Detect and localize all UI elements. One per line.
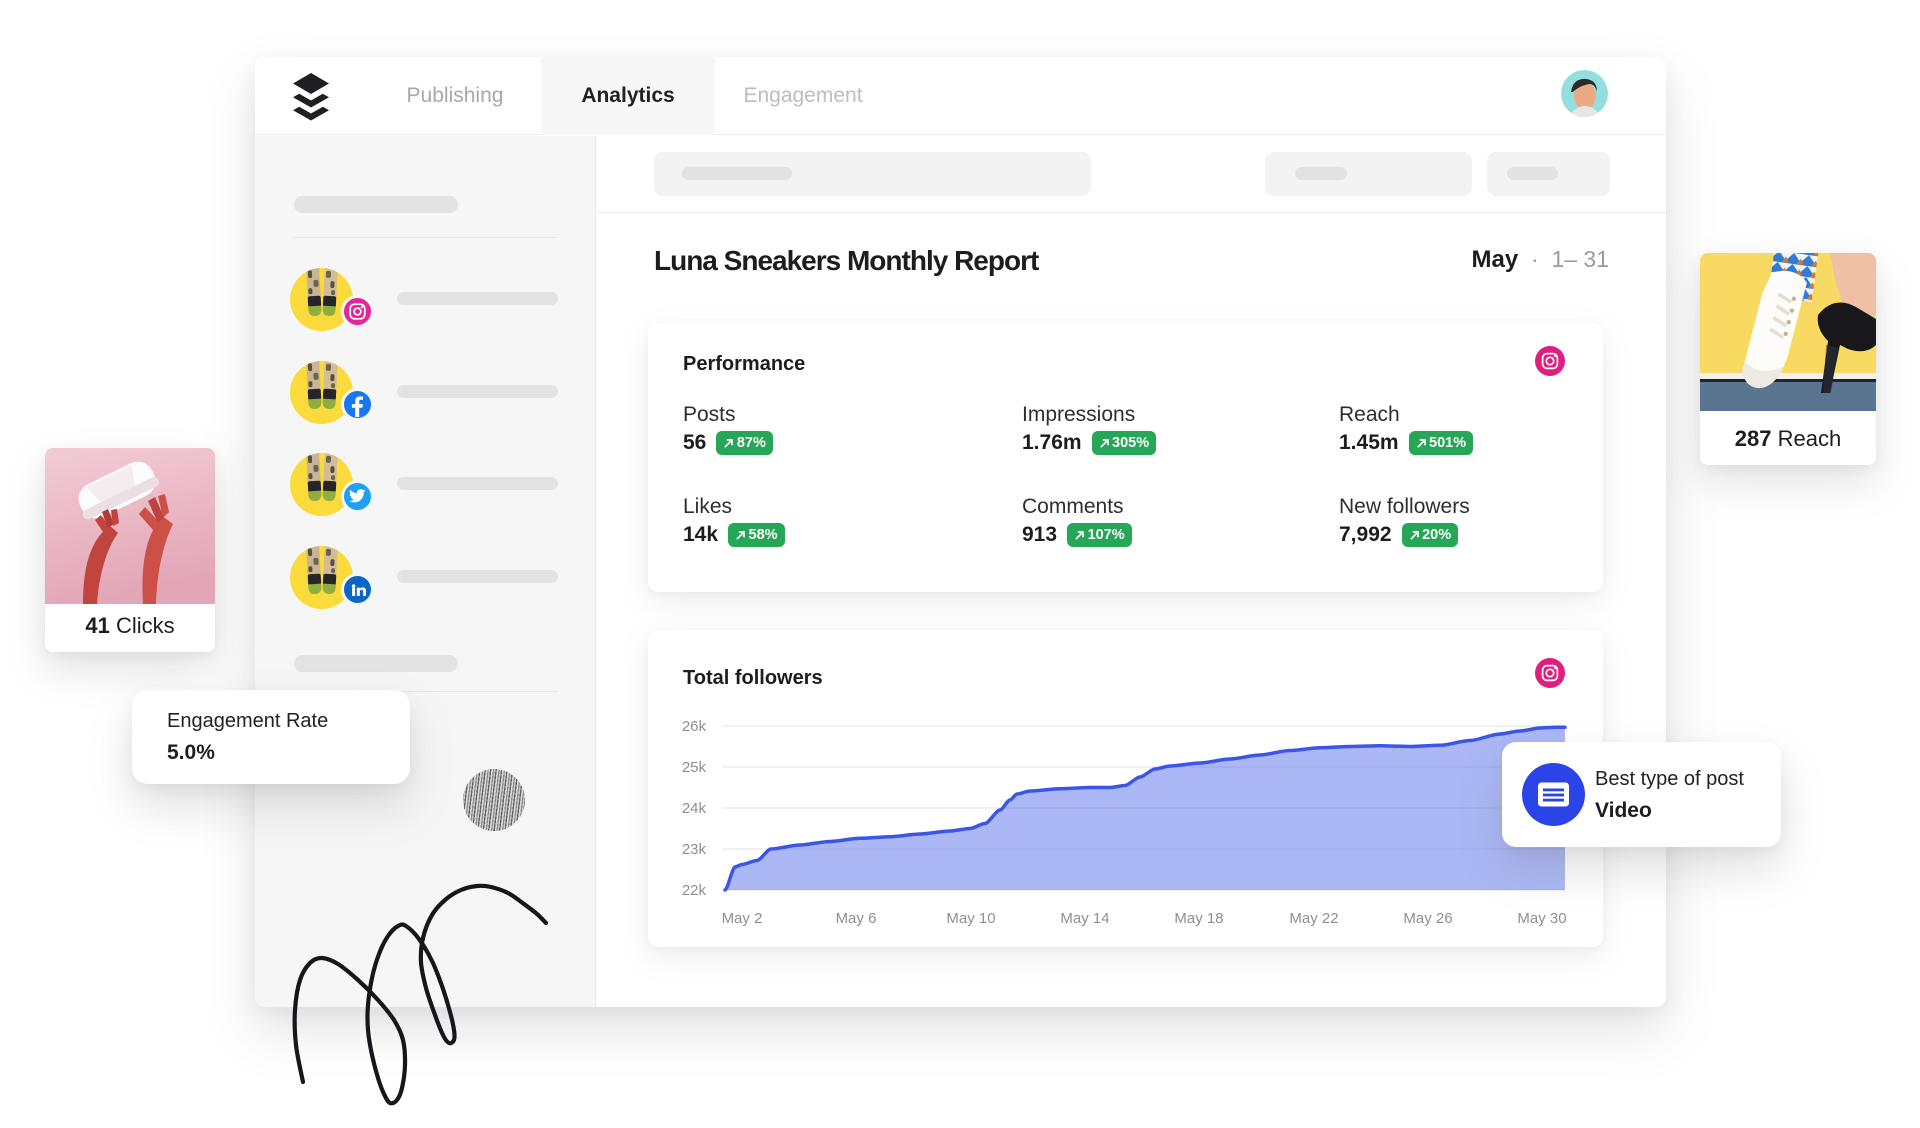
svg-text:May 6: May 6 <box>836 910 877 927</box>
svg-text:May 14: May 14 <box>1060 910 1109 927</box>
svg-text:May 2: May 2 <box>722 910 763 927</box>
svg-text:23k: 23k <box>682 841 707 858</box>
svg-text:May 18: May 18 <box>1174 910 1223 927</box>
svg-text:May 10: May 10 <box>946 910 995 927</box>
svg-text:May 22: May 22 <box>1289 910 1338 927</box>
svg-text:May 26: May 26 <box>1403 910 1452 927</box>
svg-text:May 30: May 30 <box>1517 910 1566 927</box>
svg-text:22k: 22k <box>682 882 707 899</box>
svg-text:25k: 25k <box>682 759 707 776</box>
svg-text:26k: 26k <box>682 718 707 735</box>
svg-text:24k: 24k <box>682 800 707 817</box>
